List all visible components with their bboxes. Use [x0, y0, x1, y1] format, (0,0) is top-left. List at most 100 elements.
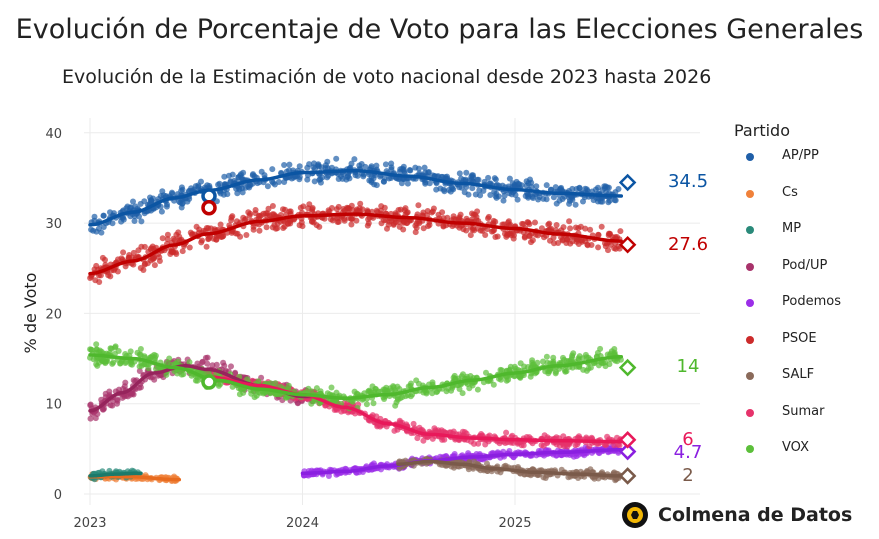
data-point [482, 441, 489, 448]
election-marker [201, 199, 217, 216]
data-point [384, 225, 390, 232]
data-point [151, 262, 158, 269]
data-point [547, 186, 554, 193]
data-point [269, 211, 276, 218]
data-point [439, 173, 446, 180]
data-point [398, 180, 405, 187]
data-point [326, 208, 333, 215]
data-point [204, 360, 211, 367]
data-point [597, 345, 604, 352]
data-point [353, 217, 360, 224]
data-point [490, 381, 497, 388]
data-point [469, 382, 476, 389]
data-point [451, 216, 457, 222]
election-marker [201, 374, 217, 390]
data-point [215, 181, 222, 188]
data-point [144, 260, 151, 267]
data-point [365, 216, 372, 223]
data-point [614, 234, 620, 240]
data-point [87, 415, 94, 422]
data-point [256, 227, 263, 234]
data-point [566, 200, 573, 207]
legend-swatch [746, 189, 754, 198]
final-value-marker [618, 358, 637, 377]
data-point [228, 363, 234, 370]
data-point [136, 368, 143, 374]
data-point [373, 182, 380, 189]
data-point [200, 369, 207, 376]
data-point [247, 210, 254, 217]
data-point [335, 218, 342, 225]
trend-line [396, 459, 624, 478]
data-point [368, 179, 375, 186]
data-point [141, 198, 148, 205]
data-point [354, 172, 361, 179]
data-point [317, 388, 324, 395]
data-point [470, 211, 477, 218]
data-point [461, 189, 468, 196]
data-point [377, 423, 384, 430]
data-point [166, 355, 173, 362]
data-point [414, 211, 421, 218]
data-point [269, 166, 276, 173]
data-point [421, 164, 428, 171]
data-point [159, 235, 166, 242]
data-point [227, 178, 234, 185]
data-point [525, 180, 532, 187]
data-point [93, 341, 100, 348]
data-point [281, 179, 288, 185]
data-point [285, 382, 292, 389]
data-point [550, 354, 557, 361]
trend-lines [88, 168, 624, 482]
data-point [440, 215, 447, 222]
data-point [469, 226, 476, 233]
data-point [236, 186, 243, 193]
data-point [88, 226, 95, 233]
legend-label: Sumar [782, 403, 825, 419]
data-point [218, 234, 225, 240]
data-point [333, 155, 340, 162]
data-point [349, 207, 356, 214]
data-point [611, 442, 618, 449]
data-point [521, 233, 528, 240]
data-point [617, 228, 624, 235]
data-point [546, 220, 553, 227]
data-point [483, 369, 489, 376]
data-point [415, 202, 422, 209]
data-point [588, 434, 595, 441]
data-point [492, 234, 499, 240]
y-tick-label: 10 [45, 398, 62, 413]
data-point [503, 233, 510, 240]
data-point [264, 183, 271, 190]
data-point [243, 232, 250, 238]
data-point [204, 182, 211, 189]
data-point [100, 212, 107, 219]
data-point [120, 385, 127, 392]
data-point [485, 174, 492, 181]
data-point [424, 208, 431, 214]
data-point [496, 440, 503, 447]
data-point [108, 345, 115, 352]
legend-swatch [746, 335, 754, 344]
legend-label: Cs [782, 184, 798, 200]
legend-label: Podemos [782, 294, 841, 309]
data-point [474, 225, 481, 232]
data-point [569, 352, 576, 359]
data-point [93, 361, 100, 368]
legend-swatch [746, 226, 754, 234]
data-point [553, 222, 560, 228]
y-tick-label: 30 [45, 217, 62, 232]
data-point [99, 468, 106, 475]
data-point [604, 184, 611, 191]
final-value-label: 2 [682, 465, 693, 486]
legend-label: AP/PP [782, 148, 819, 163]
axes: 0 10 20 30 40 2023 2024 2025 [45, 127, 531, 531]
data-point [306, 161, 313, 168]
data-point [213, 361, 220, 368]
data-point [200, 227, 207, 234]
data-point [164, 231, 171, 238]
data-point [186, 359, 193, 366]
data-point [390, 383, 397, 390]
data-point [280, 225, 287, 231]
data-point [178, 204, 185, 211]
